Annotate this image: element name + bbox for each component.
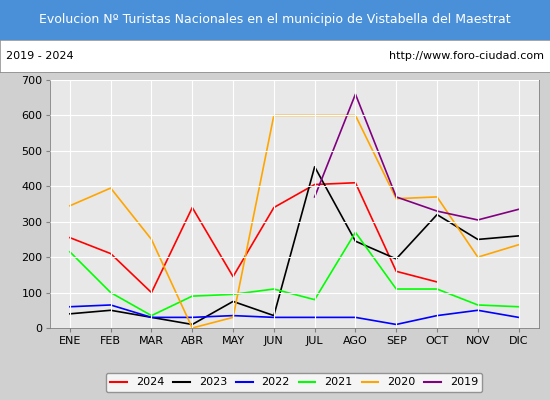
Text: 2019 - 2024: 2019 - 2024 xyxy=(6,51,73,61)
Legend: 2024, 2023, 2022, 2021, 2020, 2019: 2024, 2023, 2022, 2021, 2020, 2019 xyxy=(106,373,482,392)
Text: http://www.foro-ciudad.com: http://www.foro-ciudad.com xyxy=(389,51,544,61)
Text: Evolucion Nº Turistas Nacionales en el municipio de Vistabella del Maestrat: Evolucion Nº Turistas Nacionales en el m… xyxy=(39,14,511,26)
